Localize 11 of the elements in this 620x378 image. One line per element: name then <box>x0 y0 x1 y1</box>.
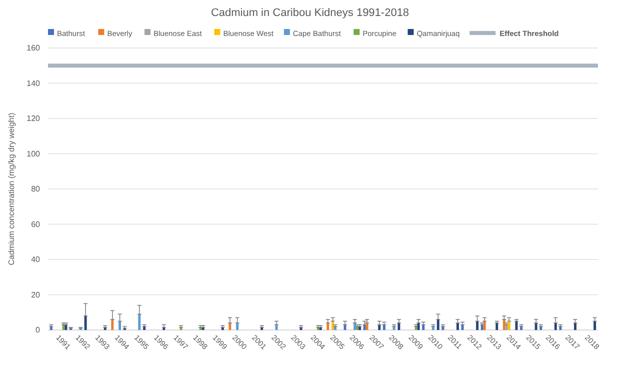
y-tick-label: 60 <box>31 220 41 229</box>
y-tick-label: 80 <box>31 184 41 194</box>
y-tick-label: 100 <box>26 149 41 158</box>
y-tick-label: 20 <box>31 290 41 300</box>
chart-title: Cadmium in Caribou Kidneys 1991-2018 <box>210 7 410 19</box>
y-tick-label: 40 <box>31 255 41 264</box>
y-axis-title: Cadmium concentration (mg/kg dry weight) <box>7 112 16 266</box>
y-tick-label: 160 <box>26 44 41 53</box>
y-tick-label: 120 <box>26 114 41 124</box>
y-tick-label: 0 <box>36 326 41 335</box>
y-tick-label: 140 <box>26 78 41 88</box>
